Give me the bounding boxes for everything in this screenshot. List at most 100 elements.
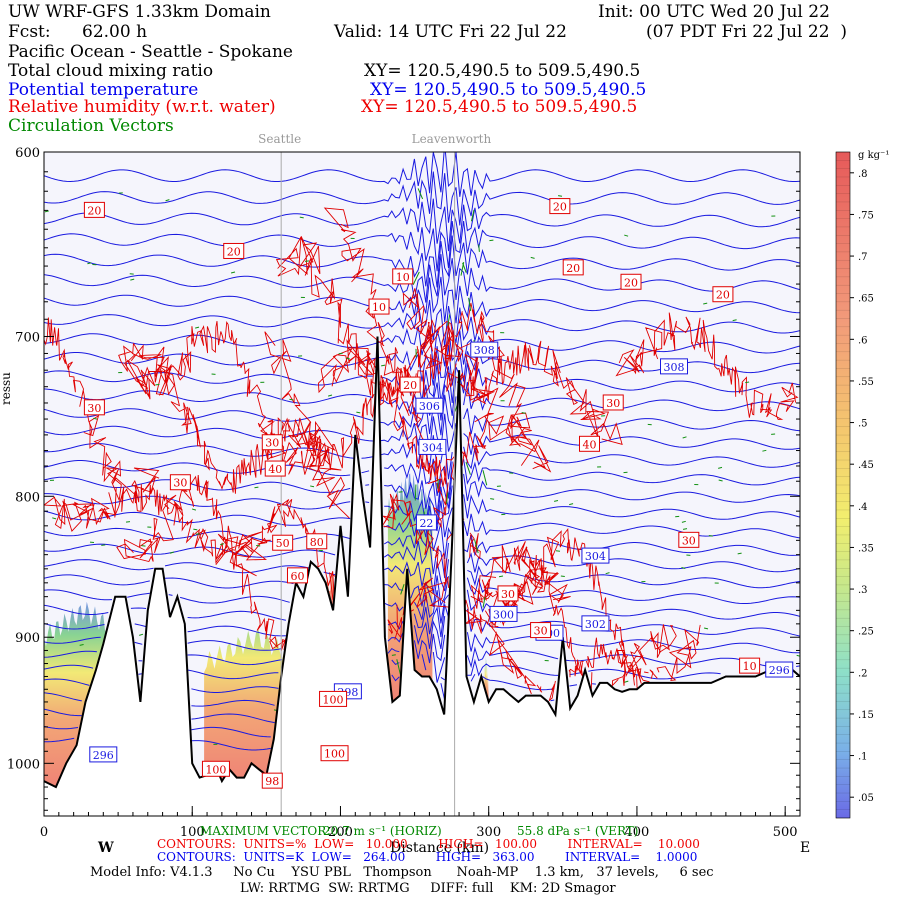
- y-axis-label-fragment: ressu: [0, 372, 13, 405]
- x-axis-label: Distance (km): [390, 840, 490, 856]
- circulation-vector: [391, 654, 396, 656]
- rh-label: 20: [566, 262, 580, 275]
- colorbar-label: .8: [858, 169, 868, 180]
- circulation-vector: [447, 314, 451, 326]
- circulation-vector: [681, 520, 686, 523]
- location-seattle: Seattle: [258, 132, 302, 146]
- circulation-vector: [708, 534, 713, 537]
- theta-label: 296: [93, 749, 114, 762]
- rh-label: 40: [583, 438, 597, 451]
- rh-label-box: [261, 772, 283, 789]
- colorbar: [835, 151, 851, 819]
- circulation-vector: [381, 364, 386, 367]
- circulation-vector: [310, 485, 315, 488]
- circulation-vector: [745, 381, 750, 384]
- rh-label-box: [320, 745, 349, 762]
- circulation-vector: [52, 517, 57, 520]
- circulation-vector: [396, 659, 401, 675]
- circulation-vector: [400, 584, 405, 595]
- theta-contour: [44, 708, 275, 724]
- colorbar-label: .7: [858, 252, 868, 263]
- circulation-vector: [328, 394, 333, 397]
- theta-contour: [44, 633, 800, 669]
- field-theta-xy: XY= 120.5,490.5 to 509.5,490.5: [370, 80, 647, 100]
- colorbar-label: .2: [858, 668, 868, 679]
- circulation-vector: [446, 492, 449, 504]
- circulation-vector: [624, 234, 629, 237]
- rh-label-box: [264, 460, 286, 477]
- circulation-vector: [498, 575, 504, 578]
- location-leavenworth: Leavenworth: [411, 132, 492, 146]
- colorbar-label: .25: [858, 627, 874, 638]
- circulation-vector: [489, 239, 494, 242]
- colorbar-label: .65: [858, 294, 874, 305]
- theta-label: 296: [769, 664, 790, 677]
- circulation-vector: [346, 357, 351, 360]
- circulation-vector: [87, 262, 92, 265]
- theta-label-box: [89, 746, 118, 763]
- rh-label: 80: [310, 536, 324, 549]
- circulation-vector: [682, 528, 688, 530]
- rh-label-box: [530, 622, 552, 639]
- theta-label: 22: [419, 517, 433, 530]
- theta-label-box: [765, 661, 794, 678]
- rh-label: 30: [173, 477, 187, 490]
- circulation-vector: [230, 271, 236, 274]
- circulation-vector: [465, 461, 471, 475]
- theta-contour: [44, 276, 800, 324]
- theta-label: 306: [419, 400, 440, 413]
- rh-label: 20: [87, 204, 101, 217]
- x-tick-label: 200: [328, 825, 353, 840]
- x-tick-label: 100: [180, 825, 205, 840]
- colorbar-label: .6: [858, 335, 868, 346]
- circulation-vector: [254, 486, 259, 489]
- rh-label: 50: [276, 537, 290, 550]
- circulation-vector: [79, 644, 84, 646]
- plot-frame: [43, 151, 801, 817]
- colorbar-label: .5: [858, 419, 868, 430]
- rh-label: 10: [396, 271, 410, 284]
- circulation-vector: [703, 302, 708, 305]
- rh-label: 20: [553, 201, 567, 214]
- rh-label-box: [261, 434, 283, 451]
- theta-contour: [44, 325, 800, 367]
- field-rh-xy: XY= 120.5,490.5 to 509.5,490.5: [361, 97, 638, 117]
- colorbar-label: .35: [858, 543, 874, 554]
- circulation-vector: [490, 498, 495, 500]
- circulation-vector: [521, 412, 526, 414]
- rh-label-box: [620, 273, 642, 290]
- rh-label-box: [579, 435, 601, 452]
- field-cloud-name: Total cloud mixing ratio: [8, 61, 214, 81]
- theta-contour: [44, 604, 800, 638]
- rh-label: 40: [268, 463, 282, 476]
- theta-label-box: [470, 341, 499, 358]
- circulation-vector: [44, 210, 49, 213]
- rh-label-box: [399, 376, 421, 393]
- rh-label-box: [739, 657, 761, 674]
- theta-label: 304: [585, 550, 606, 563]
- rh-label: 30: [682, 534, 696, 547]
- circulation-vector: [130, 278, 135, 281]
- rh-label: 100: [323, 693, 344, 706]
- forecast-value: 62.00 h: [82, 22, 148, 42]
- y-tick-label: 1000: [7, 757, 40, 772]
- rh-label: 30: [501, 588, 515, 601]
- forecast-label: Fcst:: [8, 22, 51, 42]
- rh-label: 20: [624, 276, 638, 289]
- rh-contour: [44, 484, 266, 565]
- theta-label: 300: [493, 608, 514, 621]
- rh-label: 30: [534, 625, 548, 638]
- rh-label-box: [319, 690, 348, 707]
- theta-contour: [44, 220, 800, 272]
- circulation-vector: [165, 199, 170, 202]
- x-tick-label: 400: [625, 825, 650, 840]
- rh-label: 100: [205, 763, 226, 776]
- rh-label: 30: [87, 402, 101, 415]
- y-tick-label: 800: [15, 490, 40, 505]
- theta-label: 302: [585, 618, 606, 631]
- rh-label: 30: [265, 437, 279, 450]
- rh-label: 20: [716, 289, 730, 302]
- circulation-vector: [220, 543, 225, 546]
- y-tick-label: 900: [15, 631, 40, 646]
